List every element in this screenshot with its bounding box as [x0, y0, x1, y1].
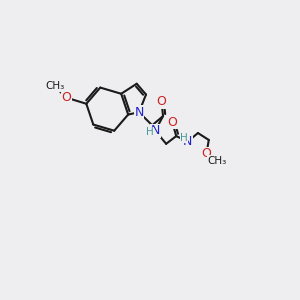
Text: O: O — [61, 91, 71, 104]
Text: O: O — [202, 147, 212, 160]
Text: N: N — [151, 124, 160, 137]
Text: H: H — [180, 133, 188, 142]
Text: O: O — [167, 116, 177, 129]
Text: CH₃: CH₃ — [45, 81, 64, 91]
Text: N: N — [134, 106, 144, 119]
Text: H: H — [146, 127, 154, 137]
Text: O: O — [157, 95, 166, 108]
Text: N: N — [183, 135, 193, 148]
Text: CH₃: CH₃ — [208, 156, 227, 166]
